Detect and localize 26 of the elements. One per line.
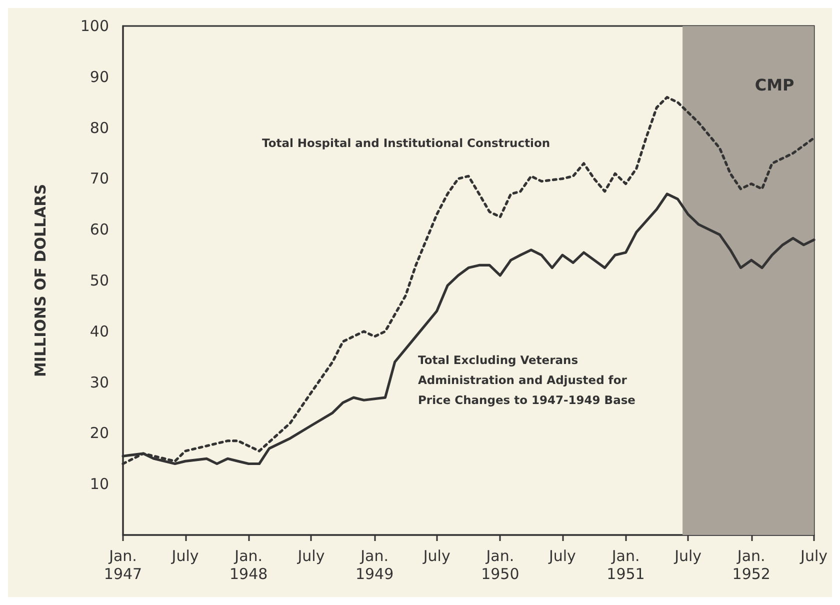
x-tick-label: July <box>422 547 450 565</box>
y-tick-label: 70 <box>90 170 109 188</box>
text: Total Hospital and Institutional Construction <box>262 136 550 150</box>
x-tick-label: July <box>800 547 828 565</box>
series-label: Total Excluding Veterans Administration and Adjusted for Price Changes to 1947-1949 Base <box>418 353 636 407</box>
x-tick-label: July <box>170 547 199 565</box>
y-tick-label: 50 <box>90 272 109 290</box>
y-tick-label: 10 <box>90 475 109 494</box>
y-axis-title: MILLIONS OF DOLLARS <box>32 184 50 378</box>
x-tick-label: July <box>674 547 702 565</box>
y-tick-label: 100 <box>80 17 109 35</box>
y-tick-label: 20 <box>90 424 109 442</box>
x-tick-label: Jan. 1950 <box>481 547 520 583</box>
x-tick-label: July <box>548 547 576 565</box>
band-label: CMP <box>754 75 795 94</box>
y-tick-label: 90 <box>90 68 109 86</box>
x-tick-label: Jan. 1949 <box>355 547 394 583</box>
x-tick-label: Jan. 1947 <box>104 547 142 583</box>
y-tick-label: 40 <box>90 322 109 340</box>
x-tick-label: Jan. 1951 <box>606 547 645 583</box>
y-tick-label: 80 <box>90 118 109 137</box>
x-tick-label: Jan. 1952 <box>732 547 770 583</box>
x-tick-label: Jan. 1948 <box>230 547 268 583</box>
y-tick-label: 60 <box>90 220 109 239</box>
x-tick-label: July <box>296 547 325 565</box>
y-tick-label: 30 <box>90 373 109 392</box>
